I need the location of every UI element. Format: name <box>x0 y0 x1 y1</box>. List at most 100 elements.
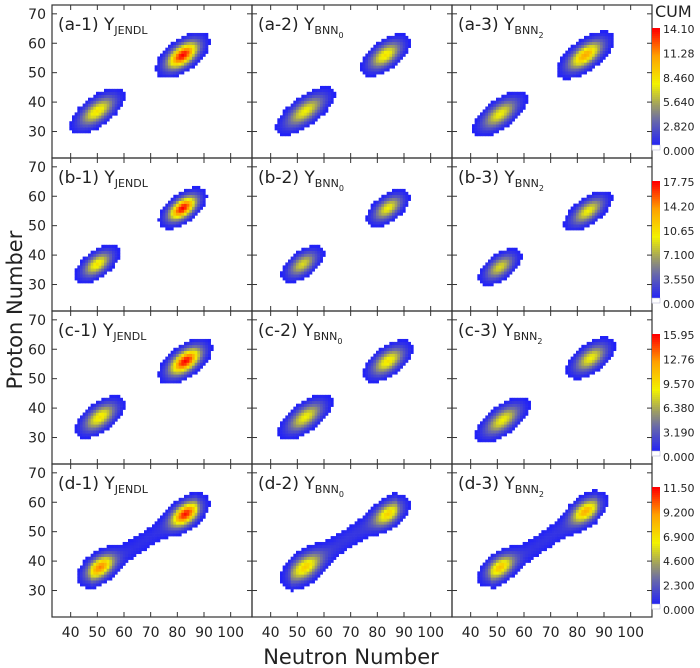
heatmap-cell <box>168 215 171 219</box>
heatmap-cell <box>280 421 283 425</box>
heatmap-cell <box>381 203 385 207</box>
heatmap-cell <box>309 544 313 549</box>
heatmap-cell <box>298 259 302 263</box>
colorbar-segment <box>652 360 660 363</box>
heatmap-cell <box>562 521 566 525</box>
heatmap-cell <box>293 421 297 425</box>
heatmap-cell <box>170 44 174 48</box>
heatmap-cell <box>384 356 387 360</box>
heatmap-cell <box>178 44 182 48</box>
heatmap-cell <box>317 571 321 575</box>
colorbar-segment <box>652 76 660 80</box>
heatmap-cell <box>568 524 571 528</box>
heatmap-cell <box>405 338 409 343</box>
heatmap-cell <box>312 556 315 560</box>
heatmap-cell <box>589 353 593 357</box>
heatmap-cell <box>386 218 390 222</box>
heatmap-cell <box>405 203 409 207</box>
heatmap-cell <box>373 65 377 69</box>
heatmap-cell <box>362 521 366 525</box>
heatmap-cell <box>576 503 579 507</box>
heatmap-cell <box>298 106 302 110</box>
colorbar-segment <box>652 205 660 208</box>
heatmap-cell <box>117 553 121 557</box>
heatmap-cell <box>200 44 203 48</box>
heatmap-cell <box>301 253 305 257</box>
heatmap-cell <box>408 44 411 48</box>
heatmap-cell <box>98 265 102 269</box>
heatmap-cell <box>90 577 94 581</box>
heatmap-cell <box>522 412 526 416</box>
heatmap-cell <box>597 362 601 366</box>
heatmap-cell <box>592 221 595 225</box>
heatmap-cell <box>490 424 494 428</box>
heatmap-cell <box>72 127 75 131</box>
heatmap-cell <box>312 406 315 410</box>
colorbar-segment <box>652 447 660 451</box>
heatmap-cell <box>312 100 315 104</box>
colorbar-segment <box>652 407 660 410</box>
heatmap-cell <box>573 371 577 375</box>
heatmap-cell <box>365 65 369 69</box>
heatmap-cell <box>589 350 593 354</box>
heatmap-cell <box>168 359 171 363</box>
heatmap-cell <box>488 424 491 428</box>
heatmap-cell <box>370 206 374 210</box>
heatmap-cell <box>488 421 491 425</box>
heatmap-cell <box>88 565 91 569</box>
heatmap-cell <box>176 53 179 57</box>
colorbar-segment <box>652 374 660 378</box>
heatmap-cell <box>378 41 382 46</box>
heatmap-cell <box>576 518 579 522</box>
heatmap-cell <box>88 433 91 437</box>
heatmap-cell <box>90 250 94 254</box>
heatmap-cell <box>189 497 193 502</box>
heatmap-cell <box>304 259 307 263</box>
heatmap-cell <box>586 197 590 201</box>
heatmap-cell <box>509 550 513 555</box>
heatmap-cell <box>114 244 118 249</box>
heatmap-cell <box>90 574 94 578</box>
heatmap-cell <box>581 50 585 54</box>
heatmap-cell <box>114 106 118 110</box>
heatmap-cell <box>109 553 113 557</box>
heatmap-cell <box>120 97 123 101</box>
heatmap-cell <box>200 194 203 199</box>
heatmap-cell <box>370 362 374 366</box>
heatmap-cell <box>597 350 601 354</box>
heatmap-cell <box>325 400 329 404</box>
heatmap-cell <box>186 206 190 210</box>
heatmap-cell <box>90 103 94 107</box>
heatmap-cell <box>144 536 147 540</box>
heatmap-cell <box>506 418 510 422</box>
heatmap-cell <box>562 53 566 57</box>
heatmap-cell <box>330 397 334 402</box>
heatmap-cell <box>186 353 190 357</box>
colorbar-tick-label: 14.10 <box>663 23 695 36</box>
heatmap-cell <box>282 268 286 272</box>
heatmap-cell <box>514 256 518 260</box>
heatmap-cell <box>405 35 409 40</box>
heatmap-cell <box>109 268 113 272</box>
heatmap-cell <box>376 71 379 75</box>
heatmap-cell <box>506 562 510 566</box>
heatmap-cell <box>565 56 569 60</box>
heatmap-cell <box>317 562 321 566</box>
heatmap-cell <box>397 359 401 363</box>
heatmap-cell <box>320 109 323 113</box>
heatmap-cell <box>378 377 382 381</box>
heatmap-cell <box>498 121 502 125</box>
heatmap-cell <box>376 506 379 510</box>
heatmap-cell <box>362 65 366 69</box>
heatmap-cell <box>85 409 89 413</box>
heatmap-cell <box>98 574 102 578</box>
heatmap-cell <box>578 518 582 522</box>
heatmap-cell <box>88 274 91 278</box>
heatmap-cell <box>328 547 331 552</box>
heatmap-cell <box>104 97 107 101</box>
colorbar-segment <box>652 284 660 288</box>
heatmap-cell <box>312 115 315 119</box>
heatmap-cell <box>314 106 318 110</box>
heatmap-cell <box>122 544 126 549</box>
heatmap-cell <box>173 53 177 57</box>
